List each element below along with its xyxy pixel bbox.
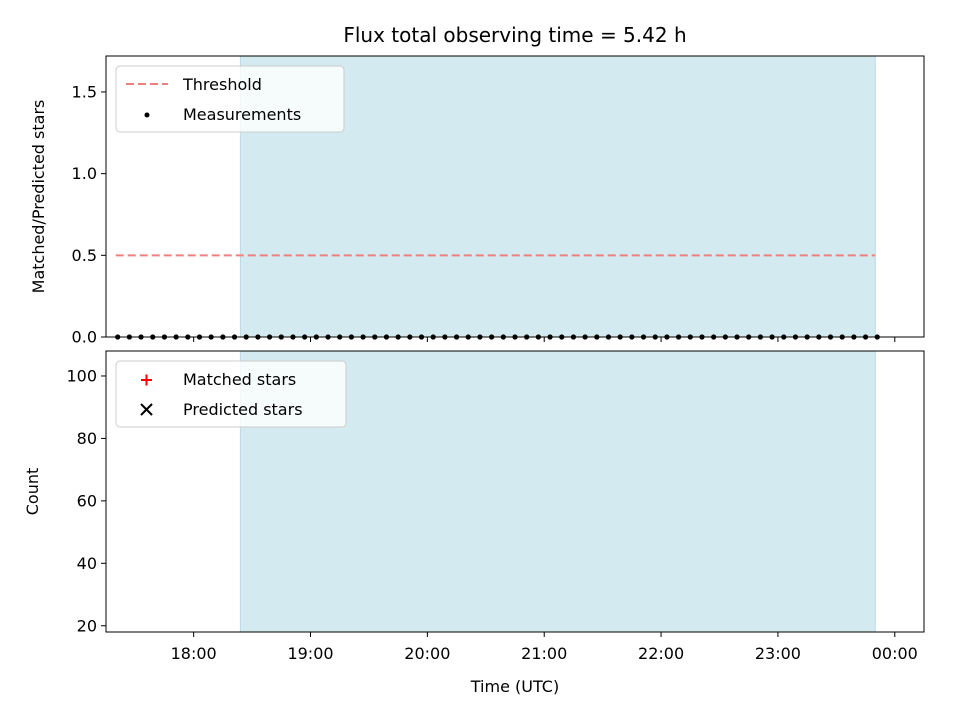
ratio-y-tick-label: 0.5 xyxy=(72,246,97,265)
count-x-tick-label: 22:00 xyxy=(638,644,684,663)
count-x-ticks: 18:00 19:00 20:00 21:00 22:00 23:00 00:00 xyxy=(171,632,918,663)
ratio-y-ticks: 0.0 0.5 1.0 1.5 xyxy=(72,82,106,347)
count-legend-box xyxy=(115,360,347,428)
count-x-tick-label: 19:00 xyxy=(287,644,333,663)
legend-matched-label: Matched stars xyxy=(183,370,296,389)
chart-title: Flux total observing time = 5.42 h xyxy=(343,23,686,47)
count-x-tick-label: 21:00 xyxy=(521,644,567,663)
legend-predicted-swatch xyxy=(140,403,153,416)
count-x-tick-label: 18:00 xyxy=(171,644,217,663)
count-y-axis-label: Count xyxy=(23,468,42,516)
ratio-y-tick-label: 1.0 xyxy=(72,164,97,183)
count-axes-frame xyxy=(105,350,925,633)
count-y-tick-label: 100 xyxy=(66,366,97,385)
count-y-tick-label: 20 xyxy=(77,616,97,635)
x-axis-label: Time (UTC) xyxy=(470,677,559,696)
count-x-tick-label: 23:00 xyxy=(755,644,801,663)
legend-measurements-label: Measurements xyxy=(183,105,301,124)
count-y-tick-label: 60 xyxy=(77,491,97,510)
legend-predicted-label: Predicted stars xyxy=(183,400,303,419)
count-x-tick-label: 20:00 xyxy=(404,644,450,663)
ratio-x-ticks xyxy=(193,337,896,342)
observing-window-band xyxy=(239,55,876,338)
ratio-y-tick-label: 0.0 xyxy=(72,328,97,347)
ratio-y-axis-label: Matched/Predicted stars xyxy=(29,100,48,294)
count-legend: Matched stars Predicted stars xyxy=(115,360,347,428)
legend-matched-swatch xyxy=(141,374,152,386)
count-panel: 20 40 60 80 100 18:00 19:00 20:00 21:00 22:00 23:… xyxy=(23,350,925,696)
ratio-legend-box xyxy=(115,65,345,133)
ratio-axes-frame xyxy=(105,55,925,338)
count-y-tick-label: 40 xyxy=(77,554,97,573)
ratio-y-tick-label: 1.5 xyxy=(72,82,97,101)
count-y-ticks: 20 40 60 80 100 xyxy=(66,366,106,635)
count-x-tick-label: 00:00 xyxy=(872,644,918,663)
count-y-tick-label: 80 xyxy=(77,429,97,448)
legend-measurements-swatch xyxy=(144,112,150,118)
legend-threshold-label: Threshold xyxy=(182,75,262,94)
ratio-legend: Threshold Measurements xyxy=(115,65,345,133)
ratio-panel: 0.0 0.5 1.0 1.5 Flux total observing time =… xyxy=(29,23,925,347)
